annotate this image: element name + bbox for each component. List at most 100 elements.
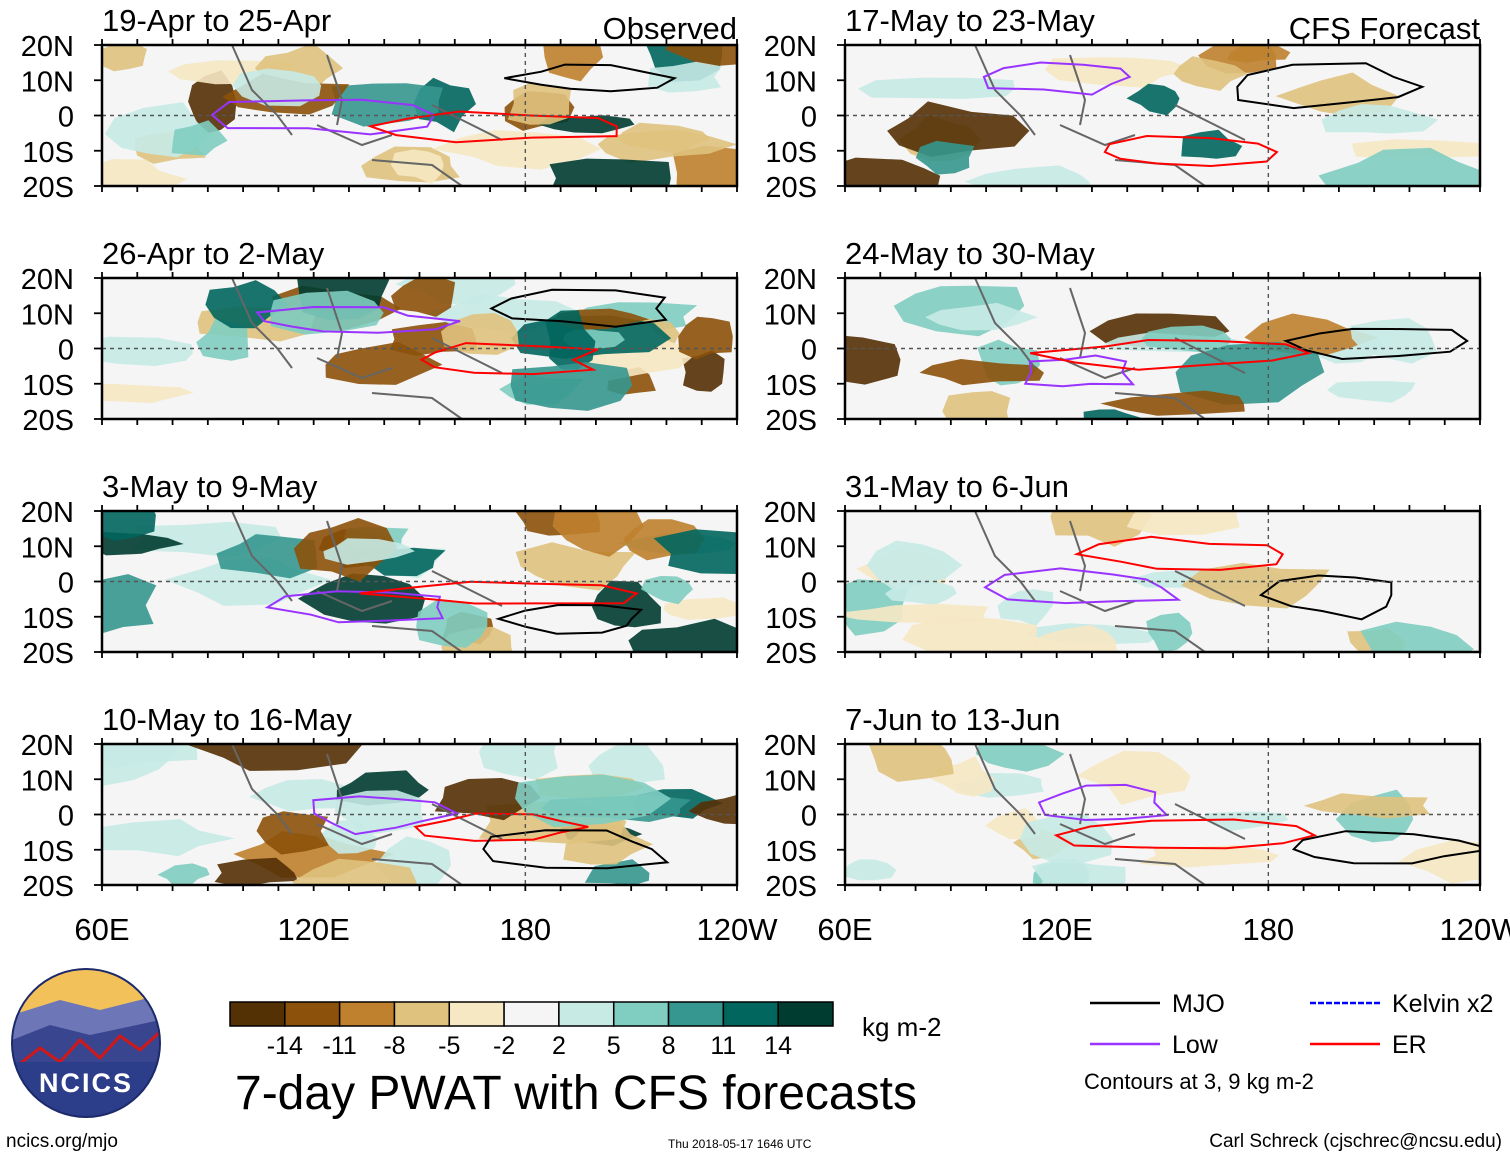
legend-label: Kelvin x2 xyxy=(1392,990,1493,1018)
anomaly-shading xyxy=(1031,858,1126,885)
x-tick-label: 120E xyxy=(1020,912,1092,947)
observed-label: Observed xyxy=(603,11,737,46)
coastline xyxy=(974,278,1246,419)
y-tick-label: 10S xyxy=(22,603,74,635)
contour-line xyxy=(482,829,670,870)
anomaly-shading xyxy=(549,158,671,186)
x-tick-label: 120E xyxy=(277,912,349,947)
anomaly-shading xyxy=(1076,750,1191,806)
x-tick-label: 180 xyxy=(1242,912,1294,947)
anomaly-shading xyxy=(432,130,602,170)
anomaly-shading xyxy=(592,580,661,628)
y-tick-label: 10N xyxy=(21,532,74,564)
colorbar-swatch xyxy=(612,1001,670,1027)
anomaly-shading xyxy=(1141,325,1231,353)
anomaly-shading xyxy=(672,145,737,186)
y-tick-label: 0 xyxy=(801,335,817,367)
colorbar-swatch xyxy=(558,1001,615,1027)
anomaly-shading xyxy=(334,790,425,836)
x-tick-label: 180 xyxy=(499,912,551,947)
y-tick-label: 10S xyxy=(765,137,817,169)
colorbar-tick-label: 8 xyxy=(662,1032,676,1060)
anomaly-shading xyxy=(1327,381,1416,403)
colorbar-tick-label: 2 xyxy=(552,1032,566,1060)
y-tick-label: 10N xyxy=(21,66,74,98)
contour-line xyxy=(1291,830,1480,865)
anomaly-shading xyxy=(216,534,318,579)
anomaly-shading xyxy=(975,744,1065,772)
anomaly-shading xyxy=(507,82,572,125)
anomaly-shading xyxy=(214,857,299,885)
logo-text: NCICS xyxy=(39,1068,133,1098)
contour-line xyxy=(1029,338,1313,371)
y-tick-label: 10S xyxy=(22,370,74,402)
panel-title: 7-Jun to 13-Jun xyxy=(845,702,1060,737)
contour-line xyxy=(1258,574,1393,621)
logo-line xyxy=(12,1030,160,1072)
colorbar-tick-label: -2 xyxy=(493,1032,515,1060)
y-tick-label: 20N xyxy=(764,31,817,63)
anomaly-shading xyxy=(1181,562,1330,609)
legend-label: Low xyxy=(1172,1031,1219,1059)
anomaly-shading xyxy=(249,779,352,812)
colorbar-swatch xyxy=(777,1001,834,1027)
anomaly-shading xyxy=(563,817,654,865)
panel-title: 17-May to 23-May xyxy=(845,3,1095,38)
panel-title: 3-May to 9-May xyxy=(102,469,318,504)
anomaly-shading xyxy=(1321,104,1439,134)
anomaly-shading xyxy=(858,77,1015,99)
colorbar-tick-label: 11 xyxy=(710,1032,736,1060)
contour-line xyxy=(495,603,644,635)
anomaly-shading xyxy=(915,140,975,175)
anomaly-shading xyxy=(1100,390,1245,416)
coastline xyxy=(974,744,1246,885)
anomaly-shading xyxy=(391,278,456,317)
anomaly-shading xyxy=(640,575,694,605)
anomaly-shading xyxy=(1173,56,1248,91)
contour-line xyxy=(1053,818,1318,850)
contour-line xyxy=(255,305,461,334)
colorbar-tick-label: -8 xyxy=(383,1032,405,1060)
anomaly-shading xyxy=(665,45,737,67)
anomaly-shading xyxy=(597,129,737,164)
anomaly-shading xyxy=(1398,840,1480,884)
y-tick-label: 20N xyxy=(764,497,817,529)
anomaly-shading xyxy=(102,45,147,72)
y-tick-label: 10N xyxy=(21,299,74,331)
anomaly-shading xyxy=(682,350,725,392)
anomaly-shading xyxy=(390,149,444,185)
author-credit: Carl Schreck (cjschrec@ncsu.edu) xyxy=(1209,1131,1502,1152)
contour-line xyxy=(983,567,1182,605)
y-tick-label: 0 xyxy=(801,568,817,600)
anomaly-shading xyxy=(1031,625,1117,652)
y-tick-label: 0 xyxy=(58,102,74,134)
contour-line xyxy=(312,795,461,836)
anomaly-shading xyxy=(102,744,177,786)
colorbar-tick-label: -11 xyxy=(322,1032,356,1060)
contour-line xyxy=(489,288,668,328)
contour-line xyxy=(1236,62,1426,110)
colorbar-swatch xyxy=(722,1001,779,1027)
y-tick-label: 20S xyxy=(765,172,817,204)
panel-title: 31-May to 6-Jun xyxy=(845,469,1069,504)
colorbar-swatch xyxy=(338,1001,396,1027)
y-tick-label: 10S xyxy=(765,836,817,868)
colorbar-tick-label: -5 xyxy=(438,1032,460,1060)
anomaly-shading xyxy=(232,68,322,107)
y-tick-label: 20N xyxy=(764,264,817,296)
y-tick-label: 20N xyxy=(21,497,74,529)
anomaly-shading xyxy=(479,744,558,780)
y-tick-label: 20S xyxy=(22,405,74,437)
y-tick-label: 20S xyxy=(22,172,74,204)
anomaly-shading xyxy=(688,794,737,825)
forecast-label: CFS Forecast xyxy=(1289,11,1481,46)
contour-line xyxy=(413,812,589,842)
contour-line xyxy=(1282,327,1469,361)
y-tick-label: 20S xyxy=(765,638,817,670)
contour-line xyxy=(1037,783,1169,822)
y-tick-label: 10N xyxy=(764,765,817,797)
anomaly-shading xyxy=(102,159,188,186)
anomaly-shading xyxy=(434,778,541,821)
